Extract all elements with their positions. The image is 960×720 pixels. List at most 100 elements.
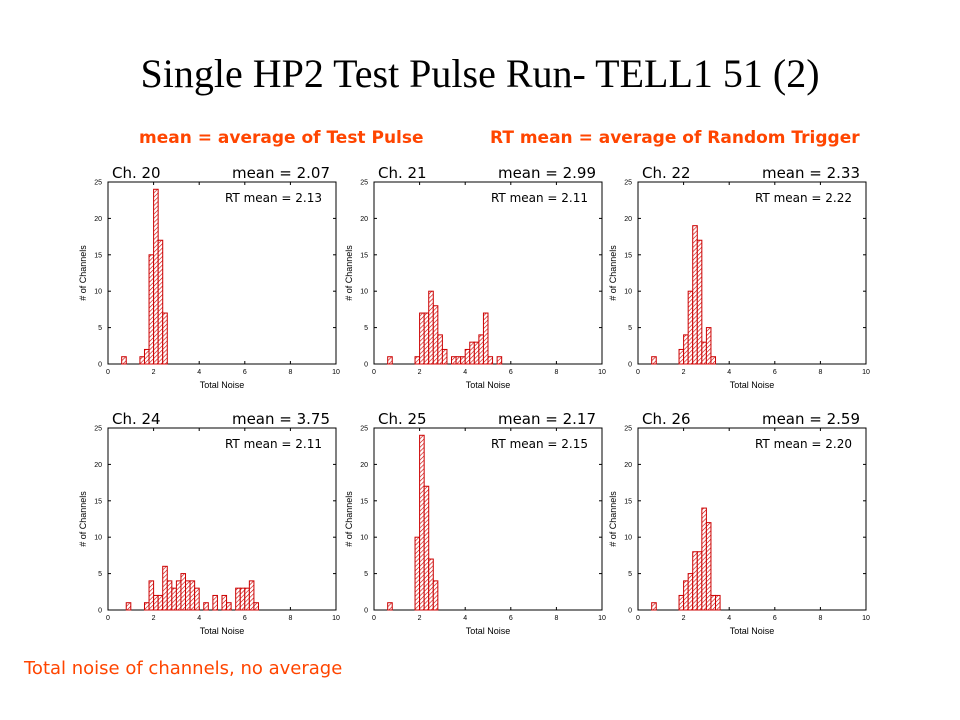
y-tick-label: 15 <box>94 252 102 259</box>
histogram-bar <box>701 507 707 611</box>
y-tick-label: 0 <box>364 362 368 369</box>
x-axis-label: Total Noise <box>200 380 245 390</box>
histogram-bar <box>248 580 255 611</box>
histogram-bar <box>678 594 685 611</box>
histogram-bar <box>687 290 694 365</box>
histogram-bar <box>175 580 182 611</box>
histogram-bar <box>705 522 712 611</box>
y-tick-label: 15 <box>360 498 368 505</box>
histogram-bar <box>153 594 159 611</box>
y-tick-label: 10 <box>360 289 368 296</box>
y-tick-label: 25 <box>624 180 632 187</box>
y-tick-label: 20 <box>624 462 632 469</box>
x-tick-label: 6 <box>243 369 247 376</box>
y-tick-label: 10 <box>624 535 632 542</box>
chart-ch21: Ch. 21 mean = 2.99 0 2 4 6 8 10 0 5 10 15 20 25 Total … <box>344 164 606 390</box>
histogram-bar <box>185 580 191 611</box>
x-tick-label: 4 <box>197 615 201 622</box>
y-tick-label: 25 <box>624 426 632 433</box>
histogram-bar <box>166 580 173 611</box>
x-tick-label: 4 <box>727 615 731 622</box>
y-tick-label: 15 <box>360 252 368 259</box>
histogram-bar <box>194 587 200 611</box>
histogram-bar <box>651 602 657 611</box>
x-axis-label: Total Noise <box>466 626 511 636</box>
x-tick-label: 6 <box>243 615 247 622</box>
rt-mean-label: RT mean = 2.22 <box>755 191 852 205</box>
chart-ch24: Ch. 24 mean = 3.75 0 2 4 6 8 10 0 5 10 15 20 25 Total … <box>78 410 340 636</box>
histogram-bar <box>203 602 209 611</box>
x-tick-label: 8 <box>818 369 822 376</box>
x-tick-label: 10 <box>598 615 606 622</box>
footer-note: Total noise of channels, no average <box>24 658 343 679</box>
y-tick-label: 5 <box>628 571 632 578</box>
rt-mean-label: RT mean = 2.20 <box>755 437 852 451</box>
histogram-bar <box>157 594 164 611</box>
y-tick-label: 20 <box>624 216 632 223</box>
histogram-bar <box>121 356 127 365</box>
panel-title: Ch. 21 <box>378 164 427 182</box>
y-tick-label: 5 <box>628 325 632 332</box>
y-tick-label: 20 <box>360 216 368 223</box>
y-axis-label: # of Channels <box>344 491 354 547</box>
y-tick-label: 0 <box>364 608 368 615</box>
y-tick-label: 25 <box>360 180 368 187</box>
histogram-bar <box>414 356 421 365</box>
histogram-bar <box>253 602 259 611</box>
panel-title: Ch. 22 <box>642 164 691 182</box>
y-tick-label: 5 <box>364 325 368 332</box>
histogram-bar <box>687 573 694 611</box>
x-tick-label: 0 <box>106 369 110 376</box>
histogram-bar <box>451 356 457 365</box>
histogram-bar <box>441 348 448 365</box>
panel-mean: mean = 2.59 <box>762 410 860 428</box>
histogram-bar <box>464 348 471 365</box>
x-tick-label: 4 <box>463 369 467 376</box>
histogram-bar <box>432 580 439 611</box>
x-tick-label: 0 <box>106 615 110 622</box>
chart-ch25: Ch. 25 mean = 2.17 0 2 4 6 8 10 0 5 10 15 20 25 Total … <box>344 410 606 636</box>
histogram-bar <box>432 305 439 365</box>
y-tick-label: 25 <box>94 180 102 187</box>
x-tick-label: 2 <box>152 615 156 622</box>
y-tick-label: 20 <box>94 216 102 223</box>
histogram-bar <box>683 580 689 611</box>
plot-frame <box>637 427 867 611</box>
x-tick-label: 10 <box>862 369 870 376</box>
y-tick-label: 10 <box>360 535 368 542</box>
panel-title: Ch. 24 <box>112 410 161 428</box>
plot-frame <box>107 427 337 611</box>
y-tick-label: 15 <box>624 252 632 259</box>
x-tick-label: 6 <box>509 369 513 376</box>
histogram-bar <box>143 602 150 611</box>
legend-test-pulse: mean = average of Test Pulse <box>139 128 424 148</box>
panel-mean: mean = 2.33 <box>762 164 860 182</box>
histogram-bar <box>696 239 703 365</box>
histogram-bar <box>692 551 698 611</box>
x-tick-label: 4 <box>197 369 201 376</box>
histogram-bar <box>244 587 250 611</box>
y-axis-label: # of Channels <box>344 245 354 301</box>
x-tick-label: 0 <box>372 369 376 376</box>
y-tick-label: 0 <box>628 362 632 369</box>
histogram-bar <box>212 594 218 611</box>
y-axis-label: # of Channels <box>78 245 88 301</box>
x-axis-label: Total Noise <box>466 380 511 390</box>
y-tick-label: 10 <box>94 535 102 542</box>
y-tick-label: 20 <box>360 462 368 469</box>
histogram-bar <box>469 341 475 365</box>
rt-mean-label: RT mean = 2.13 <box>225 191 322 205</box>
y-tick-label: 5 <box>98 325 102 332</box>
histogram-bar <box>157 239 164 365</box>
panel-mean: mean = 3.75 <box>232 410 330 428</box>
histogram-bar <box>139 356 145 365</box>
histogram-bar <box>482 312 489 365</box>
histogram-bar <box>460 356 466 365</box>
histogram-bar <box>705 327 712 365</box>
x-tick-label: 2 <box>418 369 422 376</box>
histogram-bar <box>715 594 721 611</box>
histogram-bar <box>153 188 159 365</box>
y-axis-label: # of Channels <box>78 491 88 547</box>
x-tick-label: 10 <box>862 615 870 622</box>
x-tick-label: 10 <box>332 615 340 622</box>
